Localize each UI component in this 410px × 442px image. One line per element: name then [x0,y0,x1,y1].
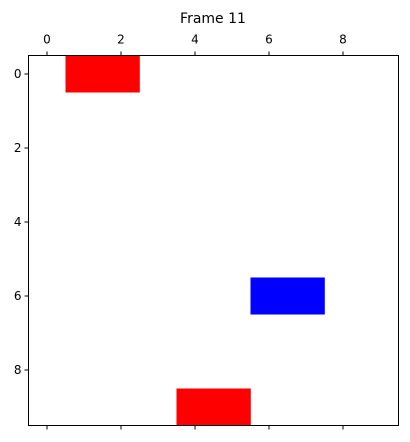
plot-frame [28,55,399,426]
heatmap-cell [287,277,325,315]
y-tick-label: 6 [14,289,22,303]
heatmap-cell [65,55,103,93]
x-axis-top: 0 2 4 6 8 [43,33,347,56]
x-tick-label: 4 [191,33,199,47]
y-axis: 0 2 4 6 8 [14,67,29,377]
x-tick-label: 6 [265,33,273,47]
x-tick-label: 2 [117,33,125,47]
x-tick-label: 0 [43,33,51,47]
x-tick-label: 8 [339,33,347,47]
y-tick-label: 0 [14,67,22,81]
x-axis-bottom [46,425,344,430]
y-tick-label: 4 [14,215,22,229]
cells-layer [65,55,325,426]
heatmap-cell [176,388,214,426]
heatmap-cell [102,55,140,93]
y-tick-label: 2 [14,141,22,155]
y-tick-label: 8 [14,363,22,377]
heatmap-cell [213,388,251,426]
heatmap-cell [250,277,288,315]
chart-title: Frame 11 [180,11,246,27]
